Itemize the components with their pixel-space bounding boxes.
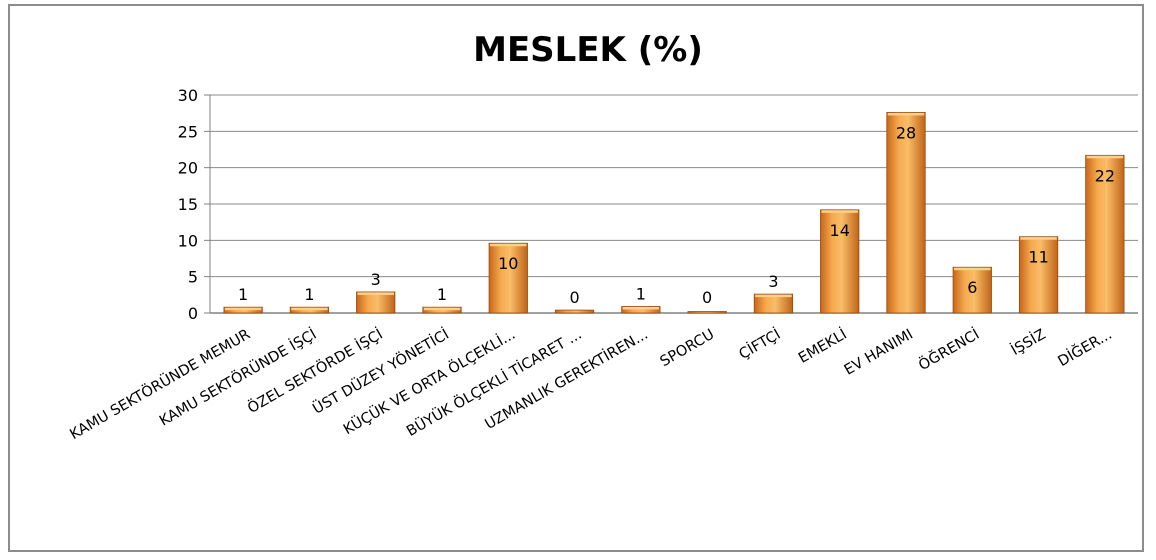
bar-highlight [224, 307, 262, 311]
chart-title: MESLEK (%) [473, 30, 703, 70]
bar [1018, 236, 1059, 314]
bar [554, 309, 595, 314]
bar-highlight [755, 294, 792, 298]
bar-highlight [1086, 155, 1124, 159]
bar [753, 293, 794, 314]
bar-highlight [622, 306, 660, 310]
bar [621, 306, 661, 314]
x-tick-label: ÇİFTÇİ [736, 325, 784, 363]
data-label: 10 [498, 254, 518, 273]
x-tick-label: ÖĞRENCİ [915, 325, 982, 374]
bar-highlight [887, 112, 925, 116]
data-label: 22 [1095, 166, 1115, 185]
data-label: 0 [702, 288, 712, 307]
bar-highlight [357, 292, 394, 295]
bar [886, 112, 926, 314]
bar-highlight [821, 210, 858, 213]
data-label: 0 [569, 288, 579, 307]
data-label: 1 [238, 285, 248, 304]
data-label: 28 [896, 123, 916, 142]
y-tick-label: 10 [178, 231, 198, 250]
x-tick-label: EV HANIMI [842, 327, 916, 379]
bar [488, 242, 528, 314]
bar-highlight [1020, 237, 1057, 240]
x-tick-label: DİĞER... [1055, 325, 1115, 370]
data-label: 1 [636, 284, 646, 303]
data-label: 11 [1028, 248, 1048, 267]
bar-highlight [490, 243, 527, 247]
y-tick-label: 5 [188, 268, 198, 287]
bar [952, 266, 992, 314]
chart-frame: MESLEK (%) 0 5 10 15 20 25 30 1 1 3 1 10 0 1 0 3 14 28 6 1… [8, 4, 1144, 552]
data-label: 1 [437, 285, 447, 304]
bar [820, 209, 860, 314]
y-tick-label: 0 [188, 304, 198, 323]
data-label: 14 [830, 221, 850, 240]
bar [356, 291, 396, 314]
bar-highlight [954, 267, 991, 271]
y-tick-label: 25 [178, 122, 198, 141]
y-tick-label: 30 [178, 86, 198, 105]
x-tick-label: SPORCU [658, 327, 717, 371]
bar-highlight [291, 307, 328, 311]
data-label: 1 [304, 285, 314, 304]
data-label: 6 [967, 278, 977, 297]
data-label: 3 [371, 270, 381, 289]
x-tick-label: İŞSİZ [1008, 325, 1049, 359]
x-tick-label: EMEKLİ [795, 325, 850, 367]
bar [1085, 154, 1125, 314]
y-tick-label: 15 [178, 195, 198, 214]
y-tick-label: 20 [178, 159, 198, 178]
bar [687, 311, 727, 314]
data-label: 3 [768, 272, 778, 291]
bars [223, 112, 1125, 314]
gridlines [210, 94, 1138, 278]
bar-highlight [423, 307, 461, 311]
